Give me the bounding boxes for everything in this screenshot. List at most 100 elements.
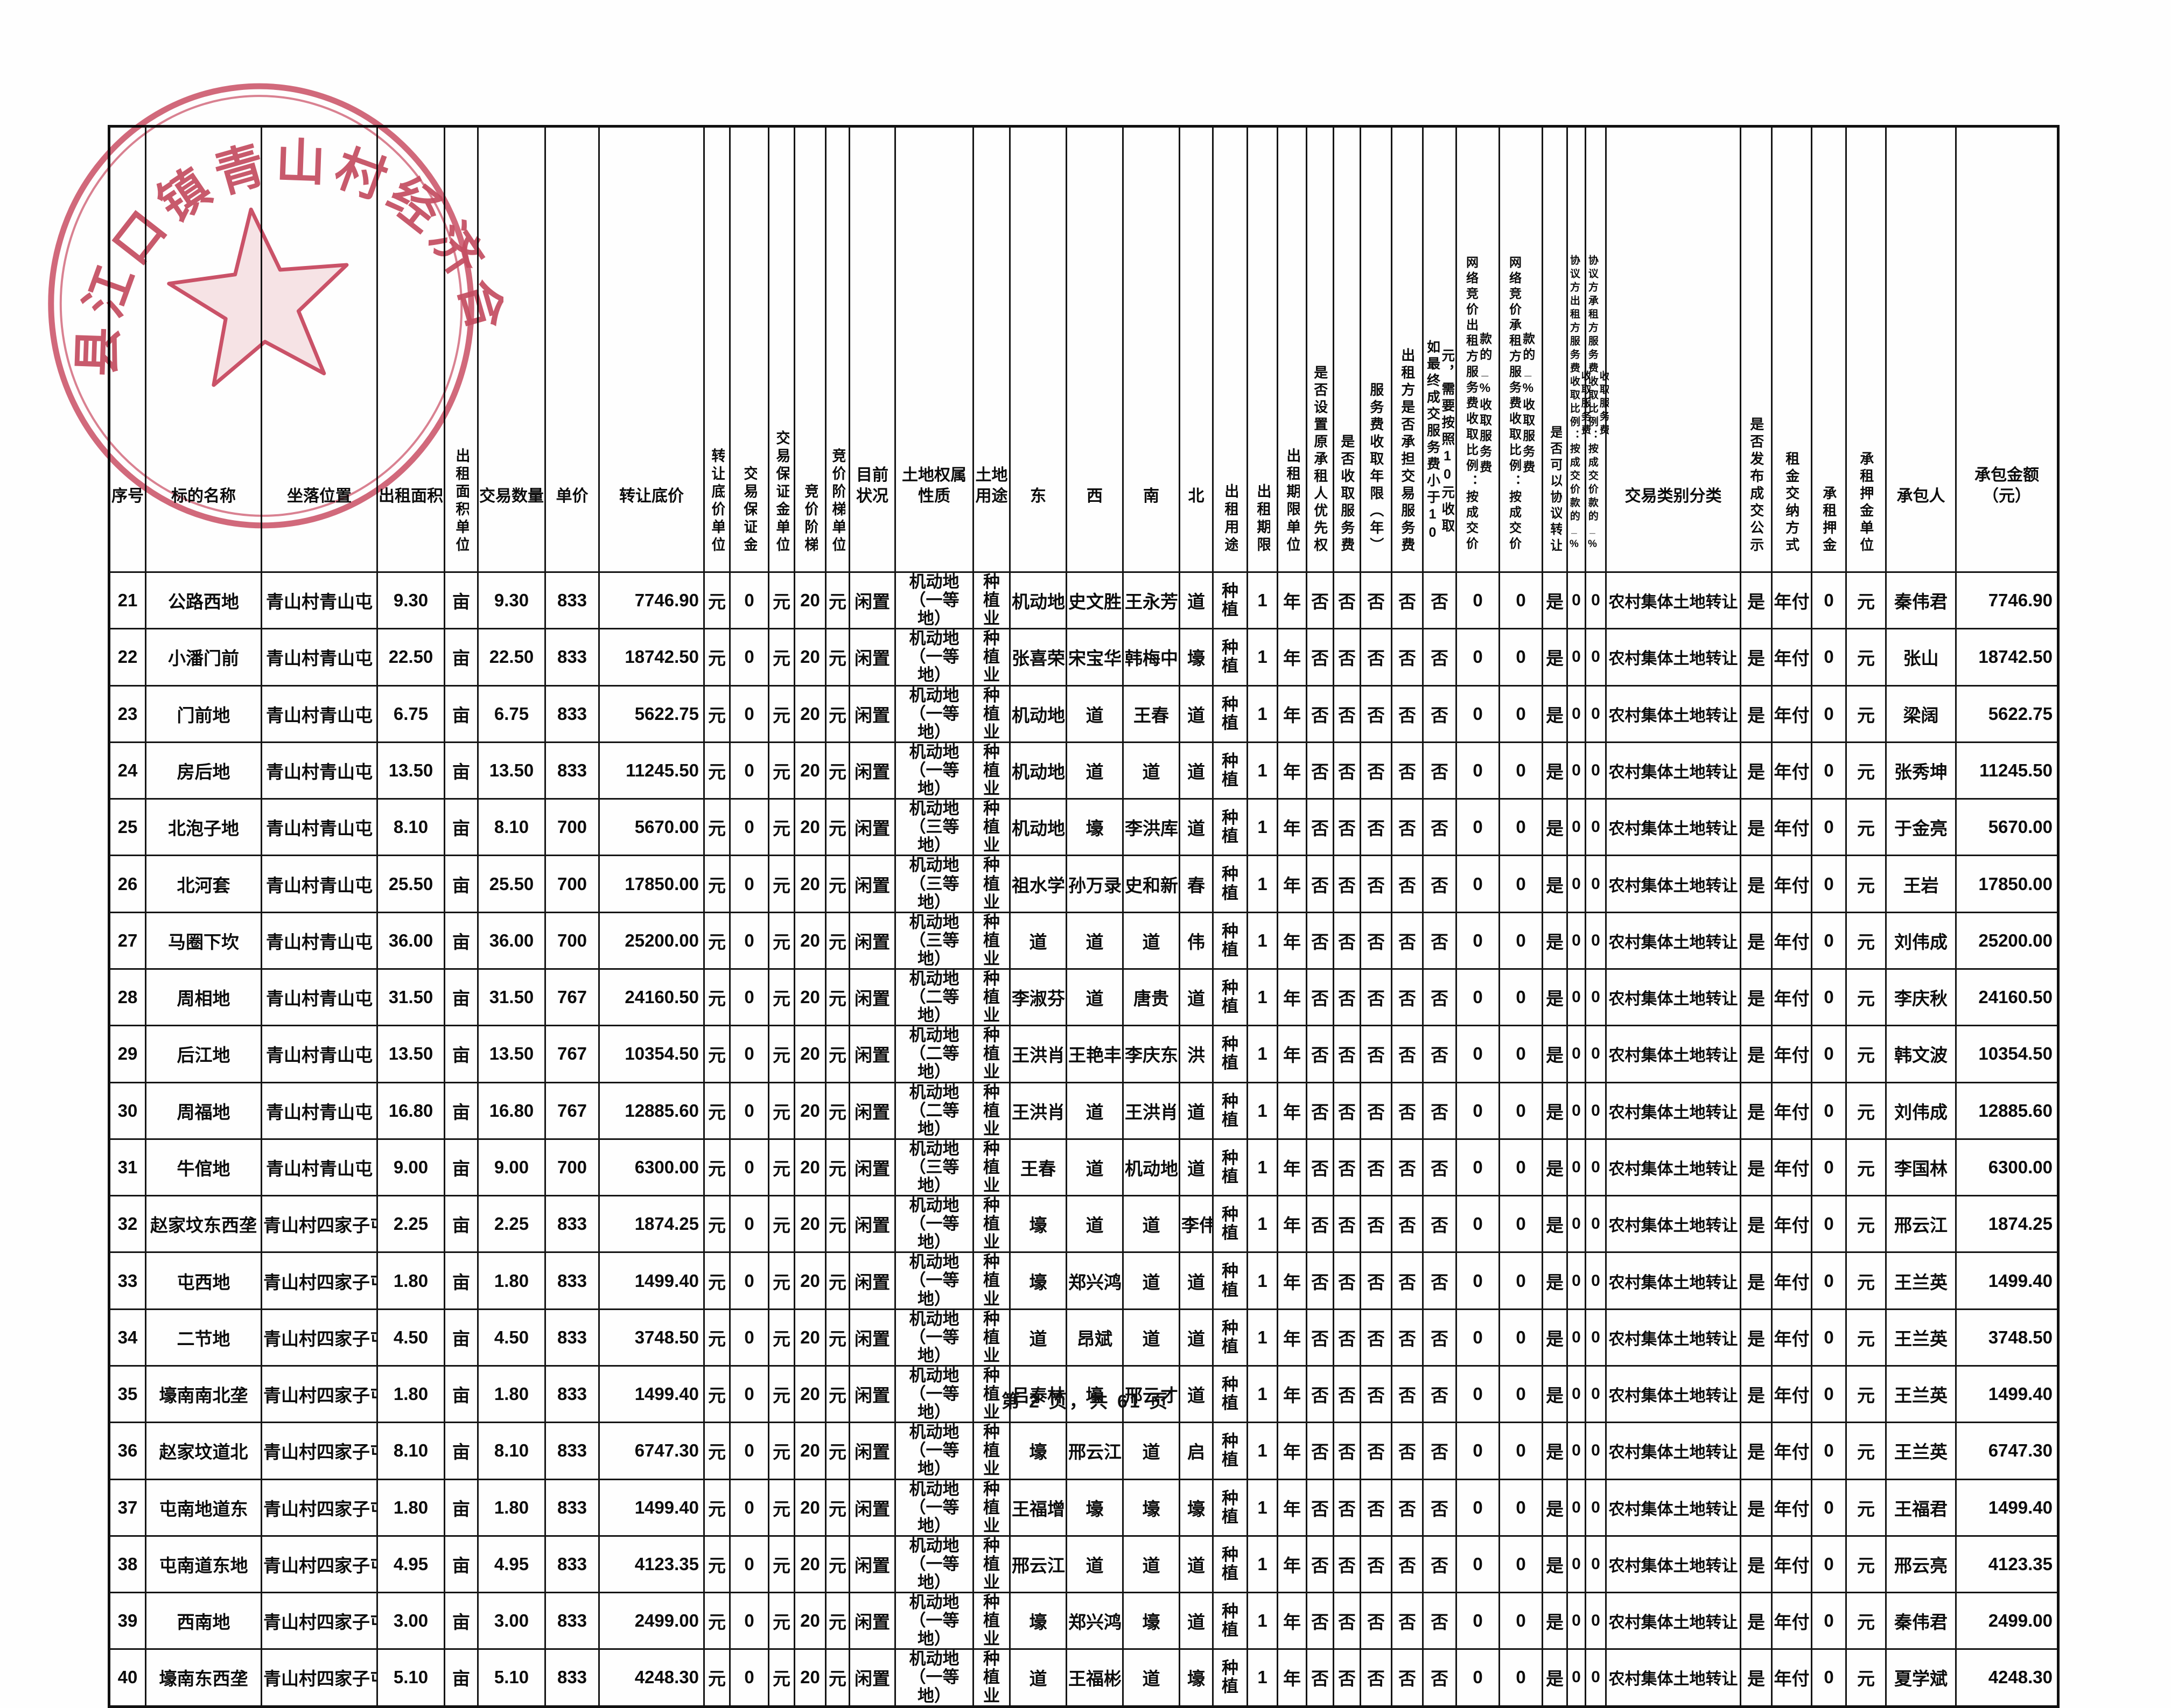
cell-service_fee_years: 否	[1360, 1025, 1392, 1083]
cell-south: 王洪肖	[1122, 1081, 1180, 1140]
cell-amount: 7746.90	[1955, 571, 2059, 630]
table-row: 29 后江地 青山村青山屯 13.50 亩 13.50 767 10354.50 元 0 元 20 元闲…	[108, 1025, 2059, 1083]
cell-deposit_unit: 元	[768, 1422, 795, 1480]
cell-amount: 25200.00	[1955, 911, 2059, 970]
cell-contractor: 于金亮	[1885, 798, 1957, 857]
cell-priority: 否	[1306, 855, 1334, 913]
cell-south: 道	[1122, 1308, 1180, 1367]
cell-name: 二节地	[145, 1308, 262, 1367]
cell-agr_lessee_pct: 0	[1585, 798, 1607, 857]
cell-priority: 否	[1306, 1535, 1334, 1594]
cell-unit_price: 833	[544, 1535, 600, 1594]
cell-agr_lessor_pct: 0	[1566, 1308, 1586, 1367]
cell-lease_use: 种植	[1212, 1138, 1248, 1197]
cell-status: 闲置	[849, 968, 896, 1027]
cell-category: 农村集体土地转让	[1605, 1422, 1741, 1480]
cell-negotiable: 是	[1542, 1195, 1568, 1254]
col-header-label: 承包金额（元）	[1974, 466, 2039, 505]
cell-area_unit: 亩	[444, 1025, 479, 1083]
cell-land_use: 种植业	[972, 1138, 1011, 1197]
cell-base_price: 10354.50	[598, 1025, 705, 1083]
cell-area: 13.50	[376, 741, 445, 800]
cell-location: 青山村四家子屯	[261, 1195, 378, 1254]
cell-deposit: 0	[729, 741, 769, 800]
col-header-label: 竞价阶梯	[802, 484, 818, 555]
cell-qty: 13.50	[477, 1025, 546, 1083]
cell-west: 道	[1066, 1195, 1124, 1254]
cell-deposit_unit: 元	[768, 628, 795, 687]
cell-lease_term: 1	[1246, 1422, 1278, 1480]
cell-rent_deposit_unit: 元	[1845, 571, 1887, 630]
cell-name: 屯西地	[145, 1251, 262, 1310]
cell-no: 28	[108, 968, 146, 1027]
cell-east: 张喜荣	[1009, 628, 1067, 687]
cell-lessor_bears_fee: 否	[1391, 1025, 1424, 1083]
cell-area: 25.50	[376, 855, 445, 913]
cell-deposit: 0	[729, 798, 769, 857]
cell-base_price: 7746.90	[598, 571, 705, 630]
cell-lease_term: 1	[1246, 855, 1278, 913]
cell-publicity: 是	[1740, 855, 1773, 913]
cell-priority: 否	[1306, 1251, 1334, 1310]
col-header-service_fee_years: 服务费收取年限（年）	[1360, 125, 1392, 573]
cell-deposit: 0	[729, 1195, 769, 1254]
cell-ownership: 机动地（一等地）	[894, 684, 974, 743]
cell-lessor_bears_fee: 否	[1391, 1195, 1424, 1254]
cell-lease_use: 种植	[1212, 1025, 1248, 1083]
cell-lessor_bears_fee: 否	[1391, 911, 1424, 970]
cell-area_unit: 亩	[444, 741, 479, 800]
col-header-price_unit: 转让底价单位	[703, 125, 731, 573]
cell-rent_deposit_unit: 元	[1845, 1138, 1887, 1197]
cell-rent_deposit_unit: 元	[1845, 798, 1887, 857]
cell-service_fee: 否	[1333, 1195, 1361, 1254]
cell-lessor_bears_fee: 否	[1391, 855, 1424, 913]
cell-category: 农村集体土地转让	[1605, 1195, 1741, 1254]
cell-rent_deposit_unit: 元	[1845, 855, 1887, 913]
cell-rent_deposit: 0	[1811, 1478, 1847, 1537]
cell-net_lessor_pct: 0	[1455, 1648, 1500, 1707]
cell-west: 道	[1066, 1535, 1124, 1594]
cell-ownership: 机动地（二等地）	[894, 968, 974, 1027]
cell-area: 8.10	[376, 798, 445, 857]
cell-status: 闲置	[849, 684, 896, 743]
cell-ownership: 机动地（一等地）	[894, 1535, 974, 1594]
cell-bid_step_unit: 元	[825, 1478, 850, 1537]
cell-publicity: 是	[1740, 1081, 1773, 1140]
cell-rent_deposit: 0	[1811, 911, 1847, 970]
cell-net_lessor_pct: 0	[1455, 1251, 1500, 1310]
cell-name: 赵家坟道北	[145, 1422, 262, 1480]
cell-lease_term: 1	[1246, 1478, 1278, 1537]
cell-location: 青山村四家子屯	[261, 1364, 378, 1424]
col-header-rent_deposit_unit: 承租押金单位	[1845, 125, 1887, 573]
cell-service_fee: 否	[1333, 1308, 1361, 1367]
cell-lessor_bears_fee: 否	[1391, 1138, 1424, 1197]
table-row: 28 周相地 青山村青山屯 31.50 亩 31.50 767 24160.50 元 0 元 20 元闲…	[108, 968, 2059, 1027]
cell-status: 闲置	[849, 1364, 896, 1424]
cell-location: 青山村青山屯	[261, 628, 378, 687]
col-header-label: 交易保证金单位	[774, 430, 790, 555]
cell-qty: 31.50	[477, 968, 546, 1027]
col-header-label: 出租期限单位	[1284, 448, 1300, 555]
table-body: 21 公路西地 青山村青山屯 9.30 亩 9.30 833 7746.90 元 0 元 20 元闲置机…	[108, 571, 2059, 1707]
cell-base_price: 18742.50	[598, 628, 705, 687]
cell-agr_lessee_pct: 0	[1585, 855, 1607, 913]
table-row: 33 屯西地 青山村四家子屯 1.80 亩 1.80 833 1499.40 元 0 元 20 元闲置机…	[108, 1251, 2059, 1310]
cell-amount: 5622.75	[1955, 684, 2059, 743]
cell-deposit_unit: 元	[768, 1648, 795, 1707]
col-header-label: 序号	[111, 487, 144, 505]
cell-lease_use: 种植	[1212, 1308, 1248, 1367]
col-header-lease_use: 出租用途	[1212, 125, 1248, 573]
cell-bid_step_unit: 元	[825, 1251, 850, 1310]
cell-service_fee_years: 否	[1360, 1648, 1392, 1707]
cell-south: 王永芳	[1122, 571, 1180, 630]
cell-area: 9.00	[376, 1138, 445, 1197]
cell-area_unit: 亩	[444, 1478, 479, 1537]
table-row: 32 赵家坟东西垄 青山村四家子屯 2.25 亩 2.25 833 1874.25 元 0 元 20 元…	[108, 1195, 2059, 1254]
cell-east: 道	[1009, 1648, 1067, 1707]
cell-service_fee: 否	[1333, 1592, 1361, 1650]
cell-status: 闲置	[849, 1478, 896, 1537]
table-row: 34 二节地 青山村四家子屯 4.50 亩 4.50 833 3748.50 元 0 元 20 元闲置机…	[108, 1308, 2059, 1367]
cell-net_lessor_pct: 0	[1455, 1364, 1500, 1424]
cell-category: 农村集体土地转让	[1605, 1251, 1741, 1310]
cell-qty: 9.30	[477, 571, 546, 630]
